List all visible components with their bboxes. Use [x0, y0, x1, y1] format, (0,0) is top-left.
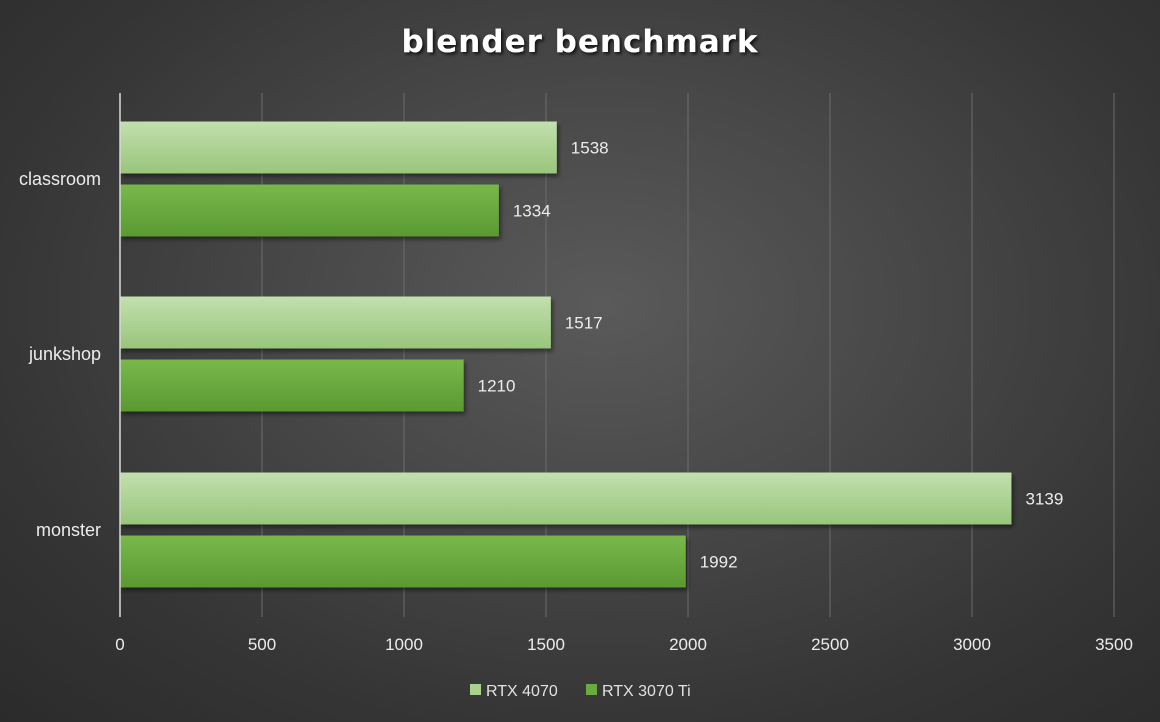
legend: RTX 4070 RTX 3070 Ti: [470, 683, 691, 700]
x-tick-label: 0: [115, 635, 124, 654]
legend-item: RTX 3070 Ti: [586, 683, 691, 700]
x-tick-label: 2500: [811, 635, 849, 654]
data-label: 1517: [565, 314, 603, 333]
x-tick-label: 2000: [669, 635, 707, 654]
bar: [120, 535, 686, 588]
legend-item: RTX 4070: [470, 683, 558, 700]
bar: [120, 296, 551, 349]
legend-swatch: [586, 684, 597, 695]
x-tick-label: 3000: [953, 635, 991, 654]
data-label: 1210: [478, 377, 516, 396]
x-tick-label: 3500: [1095, 635, 1133, 654]
category-label: junkshop: [28, 344, 101, 364]
chart-title: blender benchmark: [401, 24, 758, 60]
bar: [120, 359, 464, 412]
data-label: 1992: [700, 553, 738, 572]
gridlines: [261, 93, 1115, 617]
legend-label: RTX 4070: [486, 683, 558, 700]
bar: [120, 184, 499, 237]
category-label: monster: [36, 520, 101, 540]
category-label: classroom: [19, 169, 101, 189]
data-label: 3139: [1025, 490, 1063, 509]
category-labels: classroom junkshop monster: [19, 169, 101, 540]
x-tick-labels: 0 500 1000 1500 2000 2500 3000 3500: [115, 635, 1133, 654]
data-label: 1334: [513, 202, 551, 221]
x-tick-label: 500: [248, 635, 276, 654]
bar: [120, 121, 557, 174]
data-labels: 1538 1334 1517 1210 3139 1992: [478, 139, 1064, 572]
data-label: 1538: [571, 139, 609, 158]
bars: [120, 121, 1012, 588]
x-tick-label: 1000: [385, 635, 423, 654]
legend-swatch: [470, 684, 481, 695]
bar: [120, 472, 1012, 525]
legend-label: RTX 3070 Ti: [602, 683, 691, 700]
x-tick-label: 1500: [527, 635, 565, 654]
